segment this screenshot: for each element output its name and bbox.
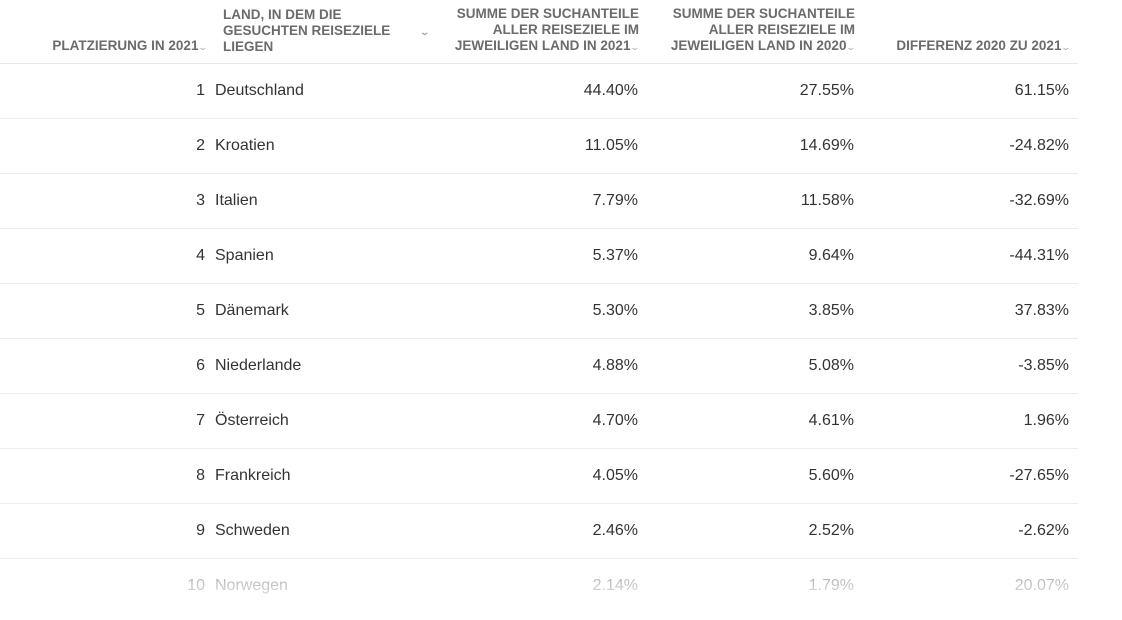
cell-share-2021: 2.14% [592,576,638,594]
table-row: 1 Deutschland 44.40% 27.55% 61.15% [0,63,1078,119]
column-header-rank[interactable]: PLATZIERUNG IN 2021⌄ [0,0,215,64]
table-row: 8 Frankreich 4.05% 5.60% -27.65% [0,448,1078,504]
table-row: 3 Italien 7.79% 11.58% -32.69% [0,173,1078,229]
cell-difference: 61.15% [863,63,1078,119]
header-row: PLATZIERUNG IN 2021⌄ LAND, IN DEM DIE GE… [0,0,1078,64]
column-header-label: LAND, IN DEM DIE GESUCHTEN REISEZIELE LI… [223,6,391,54]
table-row: 5 Dänemark 5.30% 3.85% 37.83% [0,283,1078,339]
cell-rank: 8 [0,448,215,504]
chevron-down-icon[interactable]: ⌄ [845,41,857,52]
column-header-label: SUMME DER SUCHANTEILE ALLER REISEZIELE I… [454,5,639,53]
column-header-difference[interactable]: DIFFERENZ 2020 ZU 2021⌄ [863,0,1078,64]
table-row: 9 Schweden 2.46% 2.52% -2.62% [0,503,1078,559]
cell-share-2021: 5.30% [433,283,647,339]
chevron-down-icon[interactable]: ⌄ [419,27,431,37]
table-row: 7 Österreich 4.70% 4.61% 1.96% [0,393,1078,449]
cell-rank: 6 [0,338,215,394]
table-row: 6 Niederlande 4.88% 5.08% -3.85% [0,338,1078,394]
table-row: 10 Norwegen 2.14% 1.79% 20.07% [0,558,1078,613]
cell-country: Dänemark [215,283,433,339]
cell-share-2020: 5.08% [647,338,863,394]
cell-share-2020: 4.61% [647,393,863,449]
cell-country: Spanien [215,228,433,284]
cell-share-2021: 2.46% [433,503,647,559]
cell-country: Schweden [215,503,433,559]
cell-country: Norwegen [215,576,288,594]
cell-share-2021: 5.37% [433,228,647,284]
cell-rank: 2 [0,118,215,174]
cell-difference: 20.07% [1014,576,1069,594]
cell-difference: -44.31% [863,228,1078,284]
cell-rank: 9 [0,503,215,559]
cell-share-2021: 11.05% [433,118,647,174]
column-header-share-2021[interactable]: SUMME DER SUCHANTEILE ALLER REISEZIELE I… [433,0,647,64]
ranking-table: PLATZIERUNG IN 2021⌄ LAND, IN DEM DIE GE… [0,0,1078,613]
cell-share-2021: 4.70% [433,393,647,449]
cell-share-2020: 27.55% [647,63,863,119]
chevron-down-icon[interactable]: ⌄ [197,41,209,52]
cell-country: Frankreich [215,448,433,504]
cell-difference: -3.85% [863,338,1078,394]
cell-share-2020: 11.58% [647,173,863,229]
cell-rank: 7 [0,393,215,449]
table-header: PLATZIERUNG IN 2021⌄ LAND, IN DEM DIE GE… [0,0,1078,64]
cell-difference: 37.83% [863,283,1078,339]
cell-country: Niederlande [215,338,433,394]
cell-rank: 1 [0,63,215,119]
cell-country: Österreich [215,393,433,449]
cell-difference: -2.62% [863,503,1078,559]
chevron-down-icon[interactable]: ⌄ [1060,41,1072,52]
cell-country: Deutschland [215,63,433,119]
cell-rank: 10 [187,576,205,594]
cell-rank: 4 [0,228,215,284]
cell-share-2021: 7.79% [433,173,647,229]
column-header-label: PLATZIERUNG IN 2021 [52,37,199,53]
cell-country: Kroatien [215,118,433,174]
cell-share-2021: 4.88% [433,338,647,394]
table-body: 1 Deutschland 44.40% 27.55% 61.15% 2 Kroatien 1… [0,63,1078,613]
cell-country: Italien [215,173,433,229]
ranking-table-container: PLATZIERUNG IN 2021⌄ LAND, IN DEM DIE GE… [0,0,1078,613]
cell-rank: 5 [0,283,215,339]
cell-difference: 1.96% [863,393,1078,449]
table-row: 2 Kroatien 11.05% 14.69% -24.82% [0,118,1078,174]
cell-difference: -27.65% [863,448,1078,504]
column-header-share-2020[interactable]: SUMME DER SUCHANTEILE ALLER REISEZIELE I… [647,0,863,64]
cell-difference: -32.69% [863,173,1078,229]
cell-share-2020: 9.64% [647,228,863,284]
cell-share-2020: 14.69% [647,118,863,174]
cell-share-2021: 4.05% [433,448,647,504]
cell-rank: 3 [0,173,215,229]
cell-share-2020: 1.79% [808,576,854,594]
column-header-label: SUMME DER SUCHANTEILE ALLER REISEZIELE I… [670,5,855,53]
cell-share-2020: 5.60% [647,448,863,504]
cell-share-2021: 44.40% [433,63,647,119]
column-header-country[interactable]: LAND, IN DEM DIE GESUCHTEN REISEZIELE LI… [215,0,433,64]
table-row: 4 Spanien 5.37% 9.64% -44.31% [0,228,1078,284]
cell-difference: -24.82% [863,118,1078,174]
cell-share-2020: 2.52% [647,503,863,559]
column-header-label: DIFFERENZ 2020 ZU 2021 [896,37,1062,53]
chevron-down-icon[interactable]: ⌄ [629,41,641,52]
cell-share-2020: 3.85% [647,283,863,339]
